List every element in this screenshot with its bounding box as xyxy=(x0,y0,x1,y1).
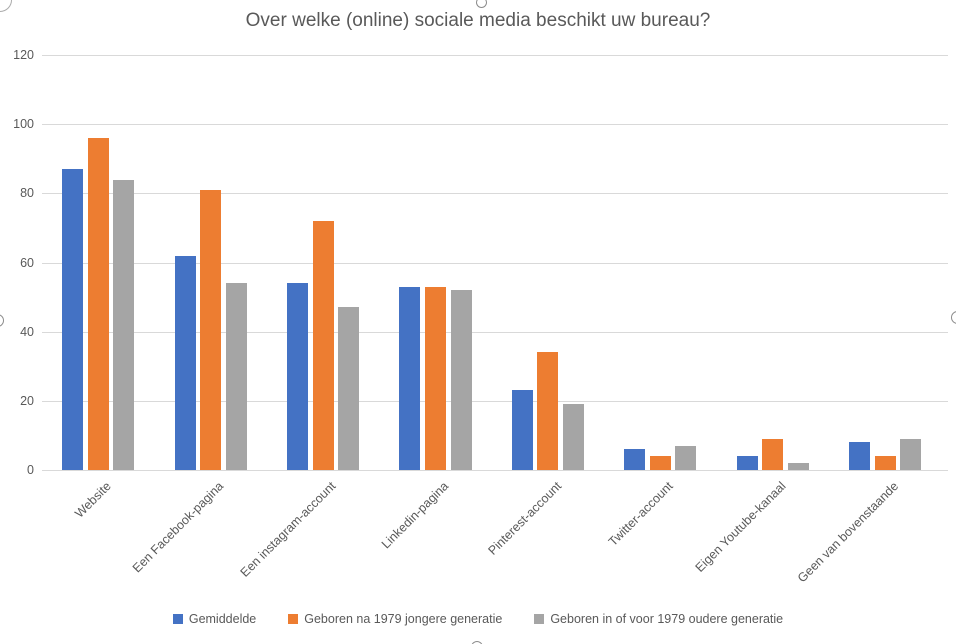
bar[interactable] xyxy=(874,456,896,470)
gridline xyxy=(42,124,948,126)
bar[interactable] xyxy=(399,286,421,470)
category-label: Een instagram-account xyxy=(238,479,339,580)
legend-label: Geboren na 1979 jongere generatie xyxy=(304,612,503,626)
bar[interactable] xyxy=(113,179,135,470)
legend-label: Geboren in of voor 1979 oudere generatie xyxy=(550,612,784,626)
gridline xyxy=(42,262,948,264)
bar[interactable] xyxy=(87,138,109,470)
category-label: Twitter-account xyxy=(606,479,677,549)
bar[interactable] xyxy=(848,442,870,470)
gridline xyxy=(42,400,948,402)
legend-swatch-icon xyxy=(534,614,545,624)
bar[interactable] xyxy=(312,221,334,470)
legend-label: Gemiddelde xyxy=(188,612,257,626)
category-label: Linkedin-pagina xyxy=(378,479,452,552)
bar[interactable] xyxy=(62,169,84,470)
legend-item[interactable]: Geboren in of voor 1979 oudere generatie xyxy=(534,612,783,626)
chart-title[interactable]: Over welke (online) sociale media beschi… xyxy=(245,10,711,31)
category-label: Eigen Youtube-kanaal xyxy=(692,479,789,575)
bar[interactable] xyxy=(562,404,584,470)
category-label: Website xyxy=(72,479,115,521)
legend-swatch-icon xyxy=(288,614,299,624)
bar[interactable] xyxy=(286,283,308,470)
bar[interactable] xyxy=(511,390,533,470)
bar[interactable] xyxy=(900,438,922,470)
bar[interactable] xyxy=(424,286,446,470)
gridline xyxy=(42,331,948,333)
category-label: Pinterest-account xyxy=(485,479,564,558)
x-axis-line xyxy=(42,470,948,471)
bar[interactable] xyxy=(174,255,196,470)
gridline xyxy=(42,55,948,56)
y-axis-tick-label: 80 xyxy=(20,186,34,201)
y-axis-tick-label: 20 xyxy=(20,393,34,408)
gridline xyxy=(42,193,948,195)
bar[interactable] xyxy=(762,438,784,470)
bar[interactable] xyxy=(225,283,247,470)
bar[interactable] xyxy=(736,456,758,470)
category-label: Een Facebook-pagina xyxy=(130,479,227,576)
y-axis-tick-label: 40 xyxy=(20,324,34,339)
legend: Gemiddelde Geboren na 1979 jongere genera… xyxy=(0,612,956,626)
y-axis-tick-label: 60 xyxy=(20,255,34,270)
selection-handle-top-center-icon[interactable] xyxy=(476,0,487,8)
bar[interactable] xyxy=(787,463,809,470)
legend-item[interactable]: Geboren na 1979 jongere generatie xyxy=(288,612,502,626)
bar[interactable] xyxy=(200,189,222,470)
bar[interactable] xyxy=(338,307,360,470)
y-axis-tick-label: 120 xyxy=(13,48,34,62)
legend-swatch-icon xyxy=(172,614,183,624)
bar[interactable] xyxy=(450,290,472,470)
bar[interactable] xyxy=(675,445,697,470)
legend-item[interactable]: Gemiddelde xyxy=(172,612,257,626)
bar[interactable] xyxy=(649,456,671,470)
bar[interactable] xyxy=(537,352,559,470)
bar[interactable] xyxy=(624,449,646,470)
category-label: Geen van bovenstaande xyxy=(794,479,901,586)
y-axis-tick-label: 100 xyxy=(13,117,34,132)
y-axis-tick-label: 0 xyxy=(27,463,34,477)
